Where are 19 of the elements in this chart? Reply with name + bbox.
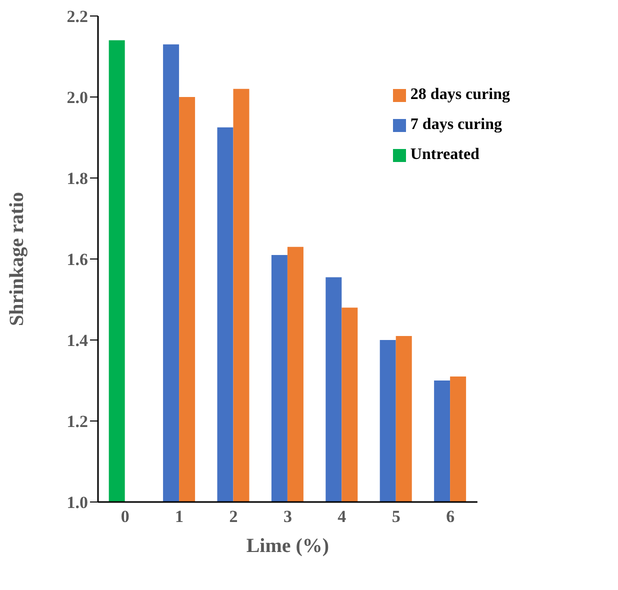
legend-label: 28 days curing (410, 86, 510, 103)
y-tick-label: 1.0 (66, 493, 88, 512)
legend-label: 7 days curing (410, 116, 502, 133)
y-tick-label: 2.2 (66, 7, 88, 26)
y-tick-label: 1.4 (66, 331, 88, 350)
x-tick-label: 2 (229, 507, 238, 526)
x-tick-label: 0 (120, 507, 130, 526)
x-tick-label: 6 (446, 507, 455, 526)
x-tick-label: 5 (392, 507, 400, 526)
x-axis-title: Lime (%) (246, 535, 330, 557)
y-tick-label: 2.0 (66, 88, 88, 108)
y-axis-title: Shrinkage ratio (6, 192, 28, 326)
y-tick-label: 1.2 (66, 412, 88, 432)
x-tick-label: 1 (175, 507, 184, 526)
y-tick-label: 1.8 (66, 169, 88, 188)
x-tick-label: 4 (338, 507, 347, 526)
x-tick-label: 3 (283, 507, 292, 526)
legend-label: Untreated (410, 146, 480, 163)
y-tick-label: 1.6 (66, 250, 88, 270)
